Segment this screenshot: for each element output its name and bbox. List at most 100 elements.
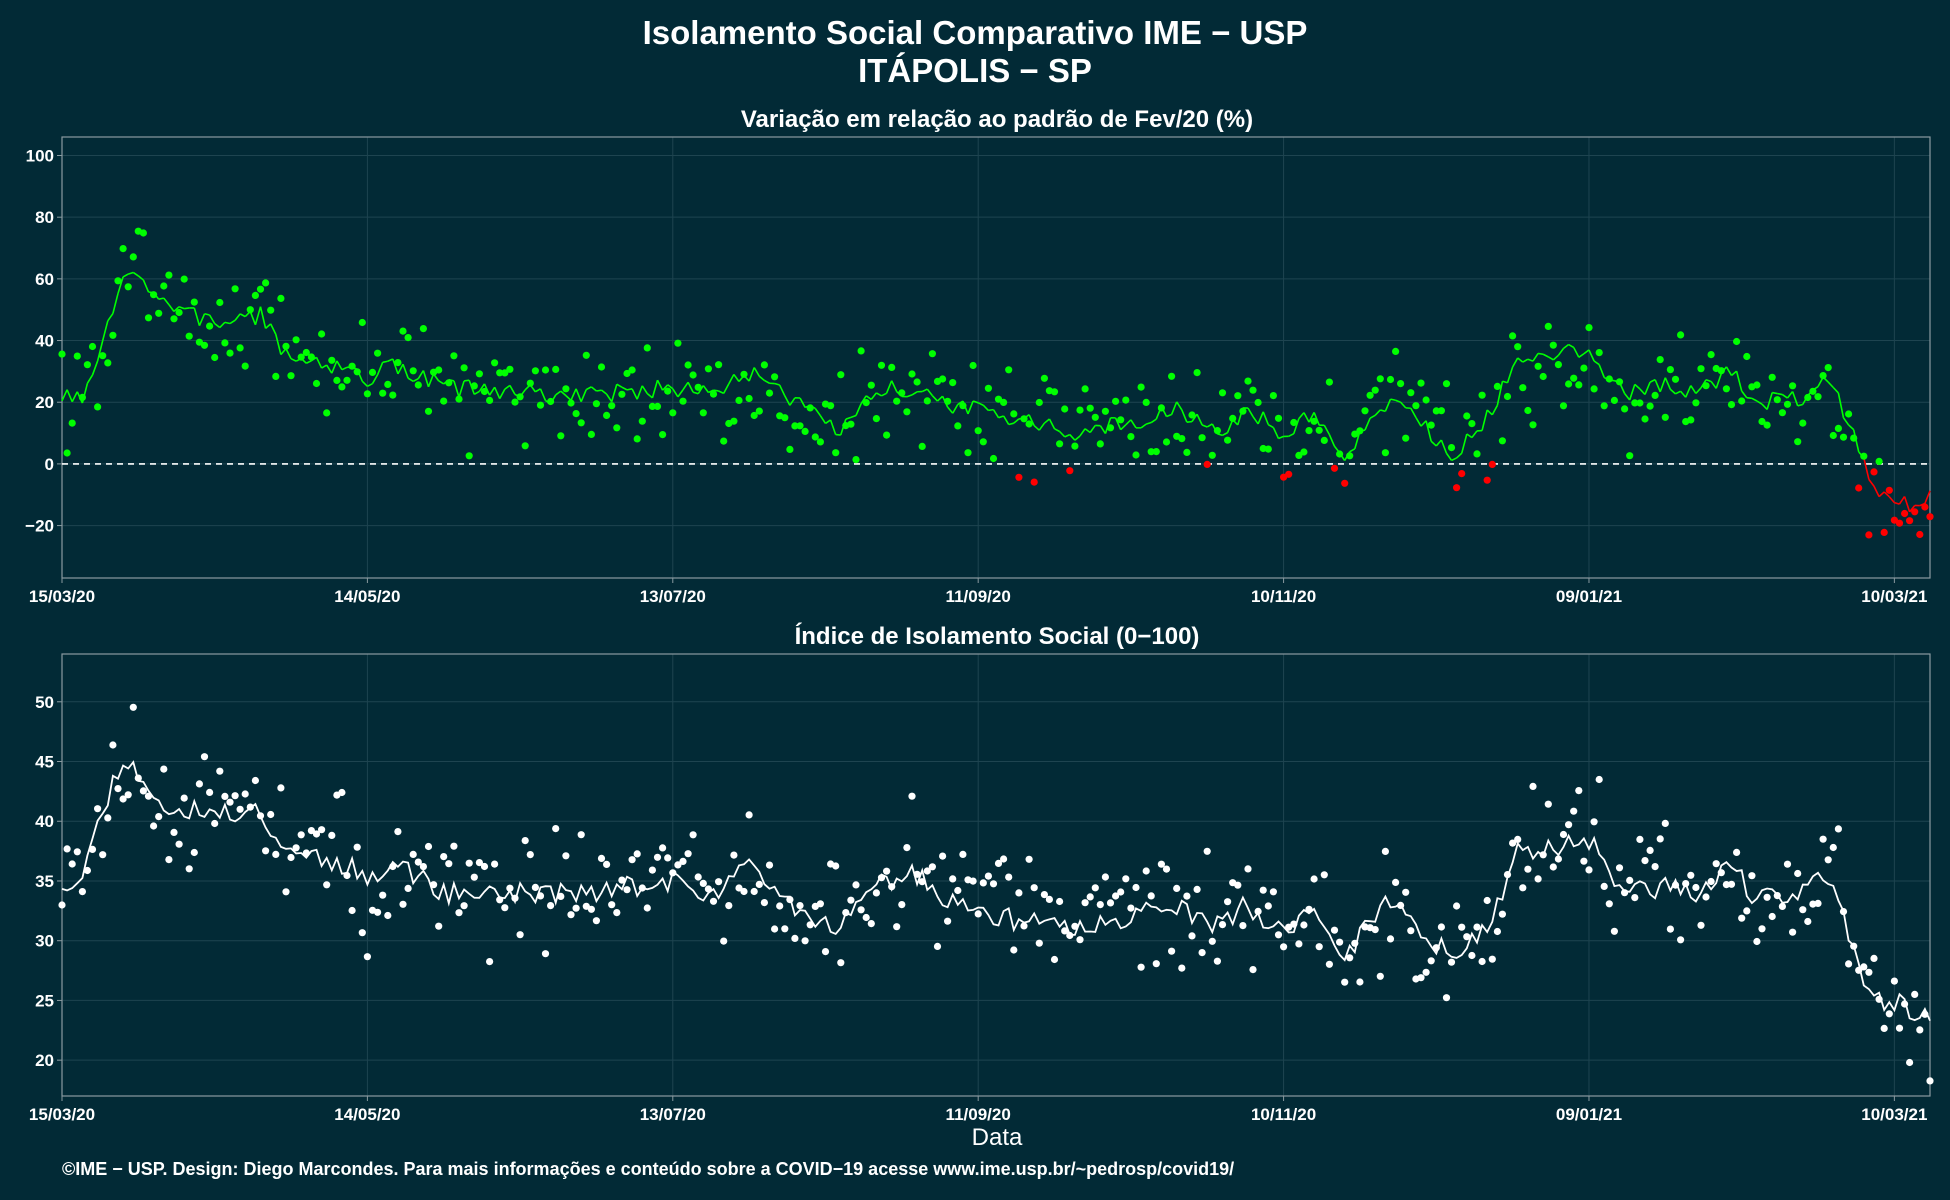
data-point <box>1336 450 1344 458</box>
data-point <box>1595 775 1603 784</box>
data-point <box>1783 400 1792 408</box>
moving-average-segment <box>463 379 470 382</box>
data-point <box>455 909 463 917</box>
data-point <box>1183 448 1191 456</box>
data-point <box>1880 1024 1888 1032</box>
moving-average-segment <box>616 383 623 388</box>
moving-average-segment <box>662 384 669 391</box>
data-point <box>1356 427 1364 435</box>
moving-average-segment <box>86 374 94 384</box>
data-point <box>1804 917 1812 926</box>
data-point <box>1834 424 1842 432</box>
moving-average-segment <box>1690 385 1697 394</box>
data-point <box>623 369 631 378</box>
data-point <box>1702 893 1710 901</box>
data-point <box>480 387 489 396</box>
moving-average-segment <box>1909 504 1916 513</box>
moving-average-segment <box>402 363 409 379</box>
data-point <box>1860 452 1868 460</box>
data-point <box>1096 440 1104 448</box>
moving-average-segment <box>789 397 796 406</box>
data-point <box>1264 445 1272 453</box>
data-point <box>475 859 483 867</box>
data-point <box>358 929 366 937</box>
moving-average-segment <box>1751 397 1758 402</box>
moving-average-segment <box>1705 379 1712 383</box>
data-point <box>984 384 993 392</box>
moving-average-segment <box>269 323 277 335</box>
data-point <box>68 419 76 427</box>
data-point <box>1595 349 1603 357</box>
moving-average-segment <box>778 384 786 397</box>
data-point <box>669 869 677 877</box>
moving-average-segment <box>1201 424 1208 428</box>
data-point <box>1605 900 1613 908</box>
data-point <box>200 753 209 761</box>
data-point <box>689 831 697 839</box>
x-tick-label: 13/07/20 <box>640 1105 706 1124</box>
data-point <box>1799 906 1807 914</box>
moving-average-segment <box>229 319 236 325</box>
data-point <box>1554 855 1562 863</box>
data-point <box>827 402 835 410</box>
data-point <box>323 409 331 417</box>
data-point <box>114 785 122 793</box>
data-point <box>1880 528 1888 537</box>
moving-average-segment <box>1445 452 1453 461</box>
moving-average-segment <box>290 357 297 362</box>
data-point <box>1575 787 1583 795</box>
data-point <box>379 389 387 397</box>
data-point <box>1442 994 1451 1002</box>
data-point <box>684 850 692 858</box>
moving-average-segment <box>1888 496 1895 504</box>
data-point <box>536 401 545 409</box>
data-point <box>206 788 214 797</box>
data-point <box>857 906 865 914</box>
moving-average-segment <box>580 389 587 403</box>
moving-average-segment <box>1639 388 1646 396</box>
data-point <box>374 349 382 357</box>
data-point <box>1193 369 1201 377</box>
moving-average-segment <box>1395 399 1401 403</box>
data-point <box>124 283 132 291</box>
data-point <box>1437 407 1445 415</box>
data-point <box>776 902 784 910</box>
moving-average-segment <box>875 392 882 397</box>
moving-average-segment <box>1481 409 1488 431</box>
data-point <box>1397 380 1405 388</box>
data-point <box>1865 531 1873 539</box>
data-point <box>119 795 127 803</box>
moving-average-segment <box>1496 381 1504 406</box>
moving-average-segment <box>382 360 388 364</box>
data-point <box>1799 419 1807 427</box>
data-point <box>1539 372 1547 381</box>
data-point <box>832 862 840 870</box>
data-point <box>1264 902 1272 910</box>
data-point <box>1717 869 1725 877</box>
data-point <box>1717 367 1725 375</box>
moving-average-segment <box>1746 396 1752 400</box>
data-point <box>669 409 677 417</box>
data-point <box>989 880 998 888</box>
moving-average-segment <box>1181 409 1188 423</box>
data-point <box>99 851 107 859</box>
data-point <box>1906 1058 1914 1067</box>
data-point <box>1463 933 1471 941</box>
data-point <box>88 342 97 351</box>
data-point <box>1213 427 1221 435</box>
data-point <box>1203 460 1211 468</box>
moving-average-segment <box>890 380 898 392</box>
data-point <box>1290 920 1298 928</box>
data-point <box>1269 392 1277 400</box>
moving-average-segment <box>1288 432 1295 438</box>
data-point <box>379 891 387 899</box>
data-point <box>1488 955 1496 963</box>
moving-average-segment <box>1547 356 1554 361</box>
data-point <box>1417 379 1425 387</box>
data-point <box>323 881 331 889</box>
data-point <box>1570 807 1578 815</box>
data-point <box>384 911 392 920</box>
data-point <box>760 361 769 369</box>
data-point <box>837 959 845 967</box>
moving-average-segment <box>1466 433 1473 439</box>
